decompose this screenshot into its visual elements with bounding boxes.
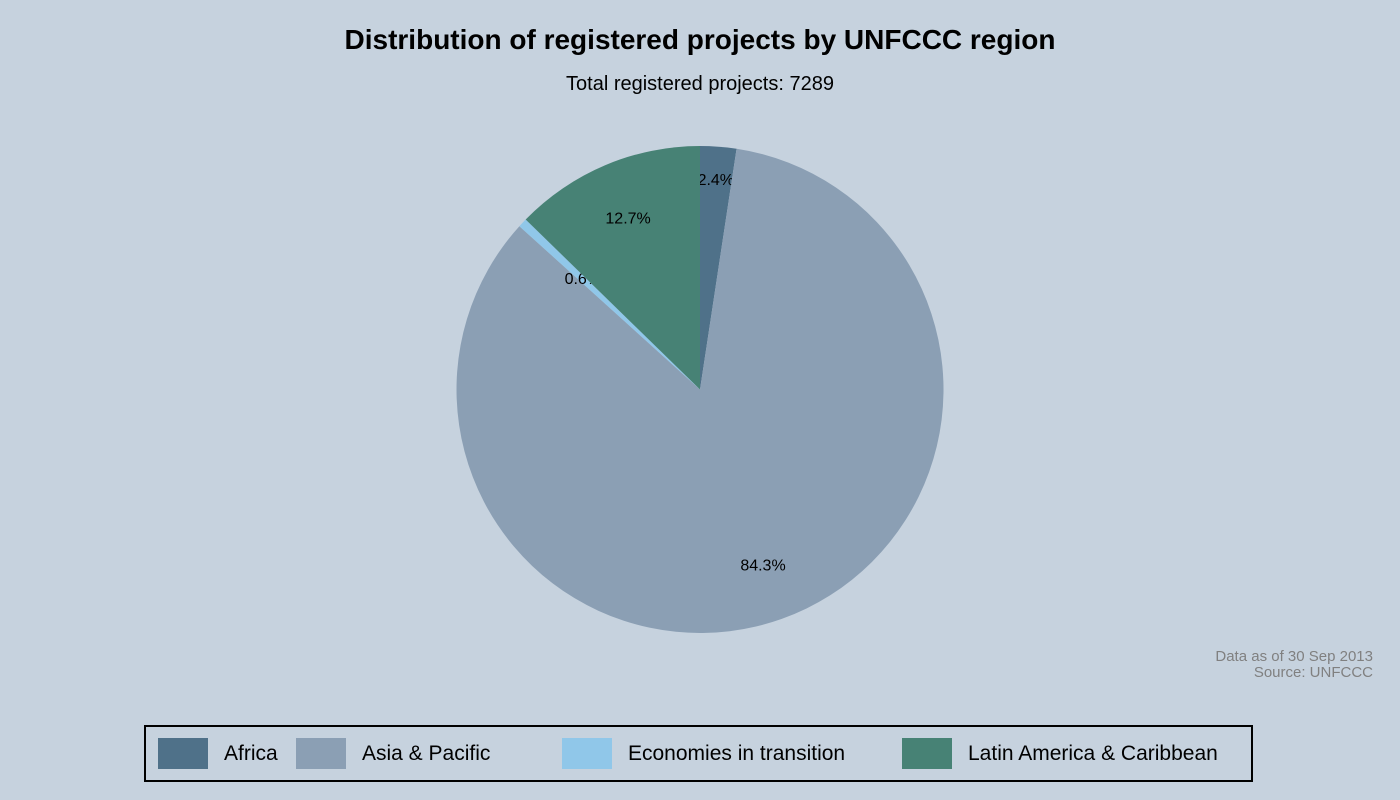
pie-slice-label-asia-pacific: 84.3% bbox=[740, 558, 785, 575]
pie-slice-africa bbox=[700, 146, 737, 390]
chart-title: Distribution of registered projects by U… bbox=[344, 24, 1056, 55]
note-source: Source: UNFCCC bbox=[1253, 664, 1373, 681]
pie-slice-economies-in-transition bbox=[519, 219, 700, 390]
pie-slice-label-africa: 2.4% bbox=[698, 172, 734, 189]
legend-swatch-latin-america-caribbean bbox=[902, 738, 952, 769]
chart-note: Data as of 30 Sep 2013 Source: UNFCCC bbox=[1215, 649, 1373, 681]
legend-item-africa: Africa bbox=[158, 727, 278, 780]
legend-label-latin-america-caribbean: Latin America & Caribbean bbox=[968, 741, 1218, 765]
pie-slice-latin-america-caribbean bbox=[525, 146, 700, 390]
chart-subtitle: Total registered projects: 7289 bbox=[566, 73, 834, 95]
legend-swatch-africa bbox=[158, 738, 208, 769]
legend-label-asia-pacific: Asia & Pacific bbox=[362, 741, 491, 765]
legend-swatch-asia-pacific bbox=[296, 738, 346, 769]
pie-slice-asia-pacific bbox=[456, 148, 944, 633]
legend-label-economies-in-transition: Economies in transition bbox=[628, 741, 846, 765]
note-date: Data as of 30 Sep 2013 bbox=[1215, 648, 1373, 665]
legend-label-africa: Africa bbox=[224, 741, 278, 765]
legend-item-latin-america-caribbean: Latin America & Caribbean bbox=[902, 727, 1218, 780]
legend-item-economies-in-transition: Economies in transition bbox=[562, 727, 845, 780]
pie-slice-label-latin-america-caribbean: 12.7% bbox=[605, 211, 650, 228]
legend-item-asia-pacific: Asia & Pacific bbox=[296, 727, 490, 780]
legend: Africa Asia & Pacific Economies in transit… bbox=[144, 725, 1253, 782]
legend-swatch-economies-in-transition bbox=[562, 738, 612, 769]
